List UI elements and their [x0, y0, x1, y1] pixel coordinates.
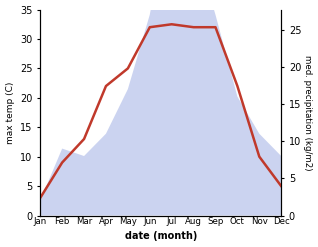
Y-axis label: max temp (C): max temp (C): [5, 81, 15, 144]
Y-axis label: med. precipitation (kg/m2): med. precipitation (kg/m2): [303, 55, 313, 170]
X-axis label: date (month): date (month): [125, 231, 197, 242]
